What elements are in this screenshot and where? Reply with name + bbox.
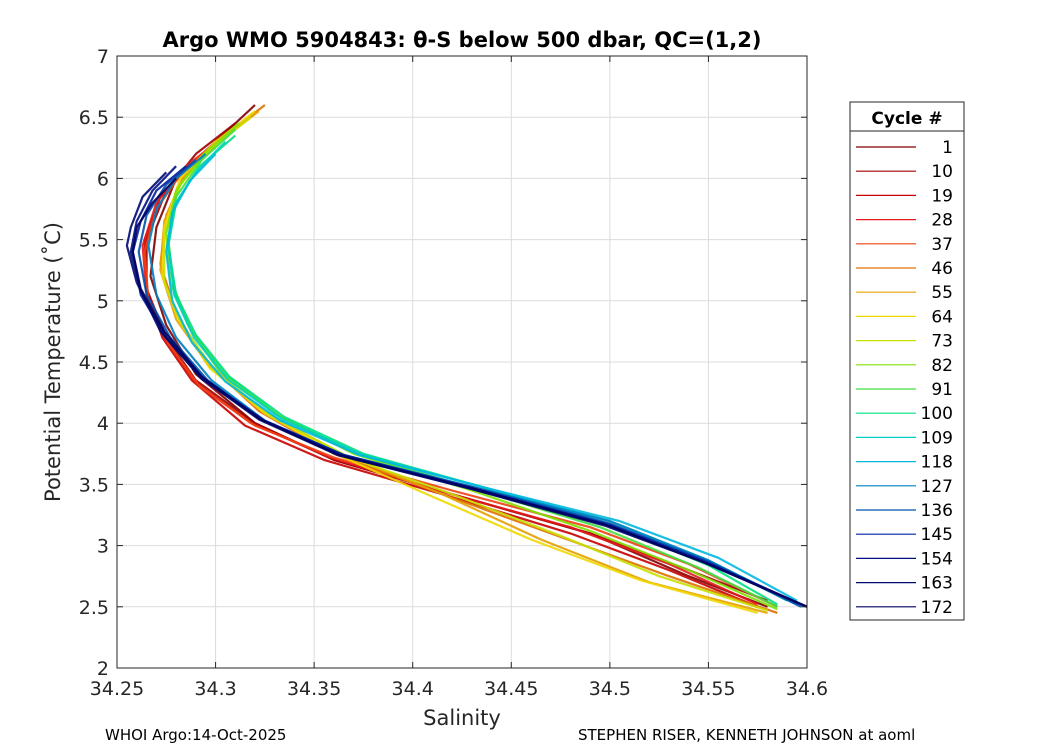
x-tick-label: 34.3 <box>194 678 236 700</box>
footer-right: STEPHEN RISER, KENNETH JOHNSON at aoml <box>578 726 916 744</box>
x-tick-label: 34.5 <box>589 678 631 700</box>
series-line-cycle-91 <box>167 128 778 608</box>
y-tick-label: 6 <box>97 168 109 190</box>
footer-left: WHOI Argo:14-Oct-2025 <box>105 726 287 744</box>
y-tick-label: 5 <box>97 291 109 313</box>
legend-label: 37 <box>931 235 953 255</box>
x-tick-label: 34.55 <box>681 678 735 700</box>
legend-label: 91 <box>931 380 953 400</box>
legend-label: 100 <box>921 404 953 424</box>
x-tick-label: 34.4 <box>392 678 434 700</box>
y-tick-label: 4.5 <box>79 352 109 374</box>
series-line-cycle-127 <box>147 153 798 606</box>
legend-label: 109 <box>921 428 953 448</box>
y-tick-label: 3 <box>97 536 109 558</box>
y-tick-label: 2 <box>97 658 109 680</box>
legend-label: 163 <box>921 574 953 594</box>
legend-label: 136 <box>921 501 953 521</box>
legend-label: 73 <box>931 332 953 352</box>
legend-label: 19 <box>931 186 953 206</box>
x-axis-label: Salinity <box>423 706 501 730</box>
legend-entries: 1 10 19 28 37 46 55 64 73 82 91 100 109 118 127 136 145 1… <box>856 138 953 618</box>
y-tick-label: 7 <box>97 46 109 68</box>
legend-label: 118 <box>921 453 953 473</box>
y-tick-label: 2.5 <box>79 597 109 619</box>
legend-title: Cycle # <box>871 109 942 129</box>
series-line-cycle-172 <box>131 177 808 608</box>
series-line-cycle-118 <box>165 153 798 602</box>
y-axis-ticks: 2 2.5 3 3.5 4 4.5 5 5.5 6 6.5 7 <box>79 46 807 680</box>
legend-label: 127 <box>921 477 953 497</box>
y-tick-label: 6.5 <box>79 107 109 129</box>
legend-label: 172 <box>921 598 953 618</box>
legend-label: 145 <box>921 525 953 545</box>
x-axis-ticks: 34.25 34.3 34.35 34.4 34.45 34.5 34.55 34.6 <box>90 56 828 700</box>
legend-label: 28 <box>931 211 953 231</box>
y-tick-label: 3.5 <box>79 474 109 496</box>
legend-label: 10 <box>931 162 953 182</box>
x-tick-label: 34.6 <box>786 678 828 700</box>
legend-label: 82 <box>931 356 953 376</box>
legend-label: 154 <box>921 549 953 569</box>
legend-label: 64 <box>931 307 953 327</box>
legend-label: 1 <box>942 138 953 158</box>
x-tick-label: 34.25 <box>90 678 144 700</box>
legend-label: 46 <box>931 259 953 279</box>
series-line-cycle-82 <box>165 122 778 611</box>
x-tick-label: 34.45 <box>484 678 538 700</box>
data-series <box>125 104 808 614</box>
y-tick-label: 5.5 <box>79 230 109 252</box>
y-axis-label: Potential Temperature (˚C) <box>41 222 65 502</box>
y-tick-label: 4 <box>97 413 109 435</box>
chart-title: Argo WMO 5904843: θ-S below 500 dbar, QC… <box>163 28 762 52</box>
legend-label: 55 <box>931 283 953 303</box>
x-tick-label: 34.35 <box>287 678 341 700</box>
series-line-cycle-64 <box>161 110 758 614</box>
legend: Cycle # 1 10 19 28 37 46 55 64 73 82 91 100 109 118 12… <box>849 101 965 621</box>
